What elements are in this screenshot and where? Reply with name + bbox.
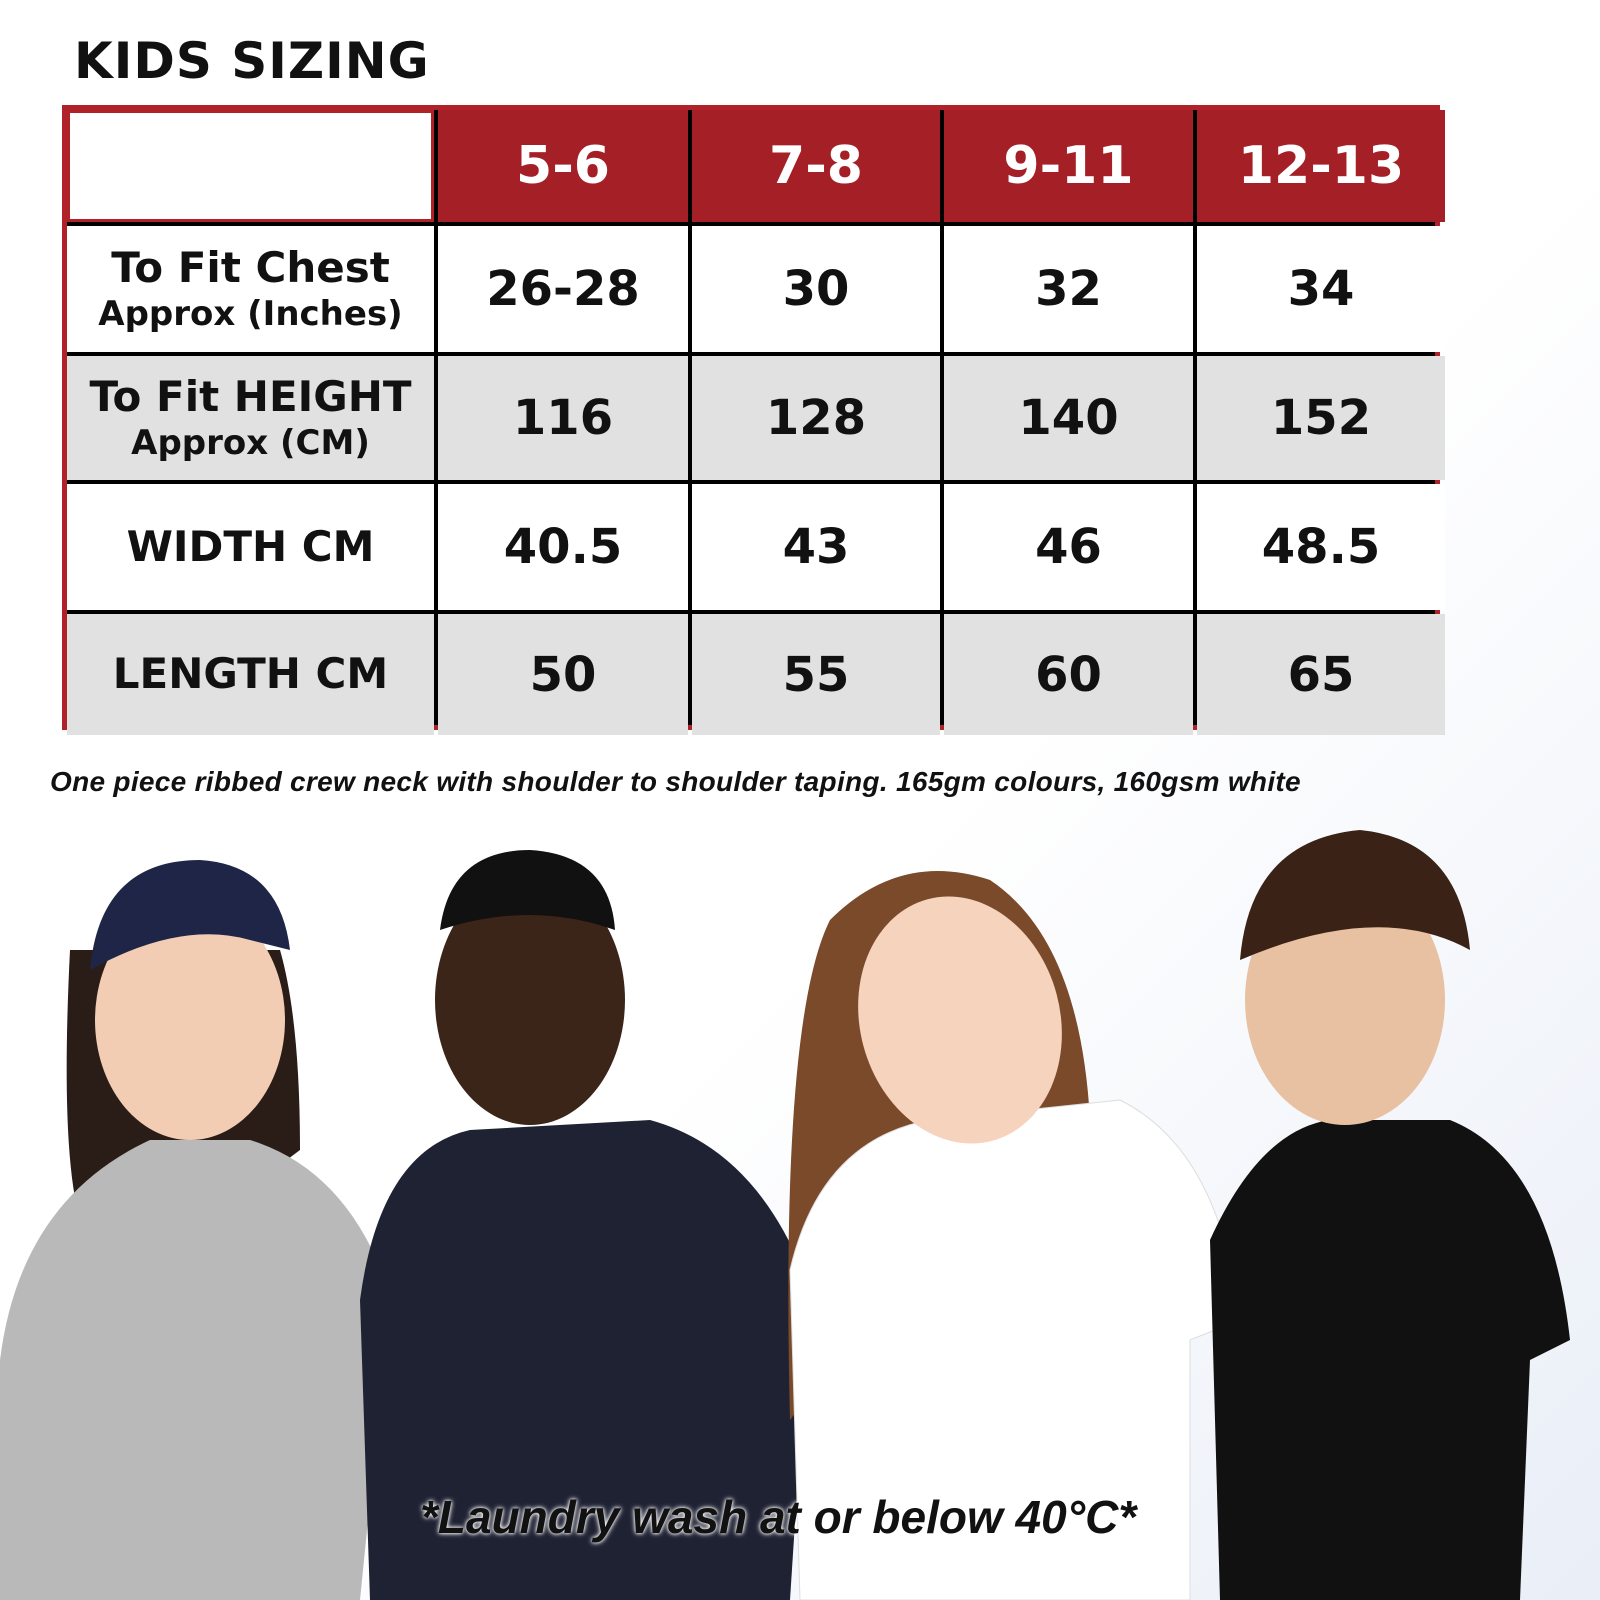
row-label-chest: To Fit Chest Approx (Inches) (67, 226, 434, 352)
table-cell: 34 (1197, 226, 1445, 352)
row-label-height: To Fit HEIGHT Approx (CM) (67, 356, 434, 480)
label-text: To Fit HEIGHT (89, 372, 412, 422)
page-title: KIDS SIZING (74, 32, 430, 90)
model-navy-shirt (360, 850, 810, 1600)
model-black-shirt (1210, 830, 1570, 1600)
row-label-width: WIDTH CM (67, 484, 434, 610)
sublabel-text: Approx (CM) (131, 422, 370, 463)
table-cell: 128 (692, 356, 940, 480)
table-cell: 152 (1197, 356, 1445, 480)
col-header: 5-6 (438, 110, 688, 222)
models-photo (0, 830, 1570, 1600)
table-cell: 46 (944, 484, 1193, 610)
corner-cell (67, 110, 434, 222)
product-description: One piece ribbed crew neck with shoulder… (50, 766, 1301, 797)
table-cell: 32 (944, 226, 1193, 352)
col-header: 9-11 (944, 110, 1193, 222)
size-table: 5-6 7-8 9-11 12-13 To Fit Chest Approx (I… (62, 105, 1445, 735)
table-cell: 140 (944, 356, 1193, 480)
label-text: To Fit Chest (111, 243, 390, 293)
table-cell: 60 (944, 614, 1193, 735)
col-header: 12-13 (1197, 110, 1445, 222)
table-cell: 48.5 (1197, 484, 1445, 610)
table-cell: 65 (1197, 614, 1445, 735)
model-white-shirt (788, 871, 1241, 1600)
table-cell: 30 (692, 226, 940, 352)
table-cell: 116 (438, 356, 688, 480)
col-header: 7-8 (692, 110, 940, 222)
sublabel-text: Approx (Inches) (98, 293, 403, 334)
table-cell: 55 (692, 614, 940, 735)
table-cell: 26-28 (438, 226, 688, 352)
model-grey-shirt (0, 860, 410, 1600)
row-label-length: LENGTH CM (67, 614, 434, 735)
table-cell: 43 (692, 484, 940, 610)
table-cell: 50 (438, 614, 688, 735)
wash-instructions: *Laundry wash at or below 40°C* (420, 1491, 1137, 1543)
table-cell: 40.5 (438, 484, 688, 610)
